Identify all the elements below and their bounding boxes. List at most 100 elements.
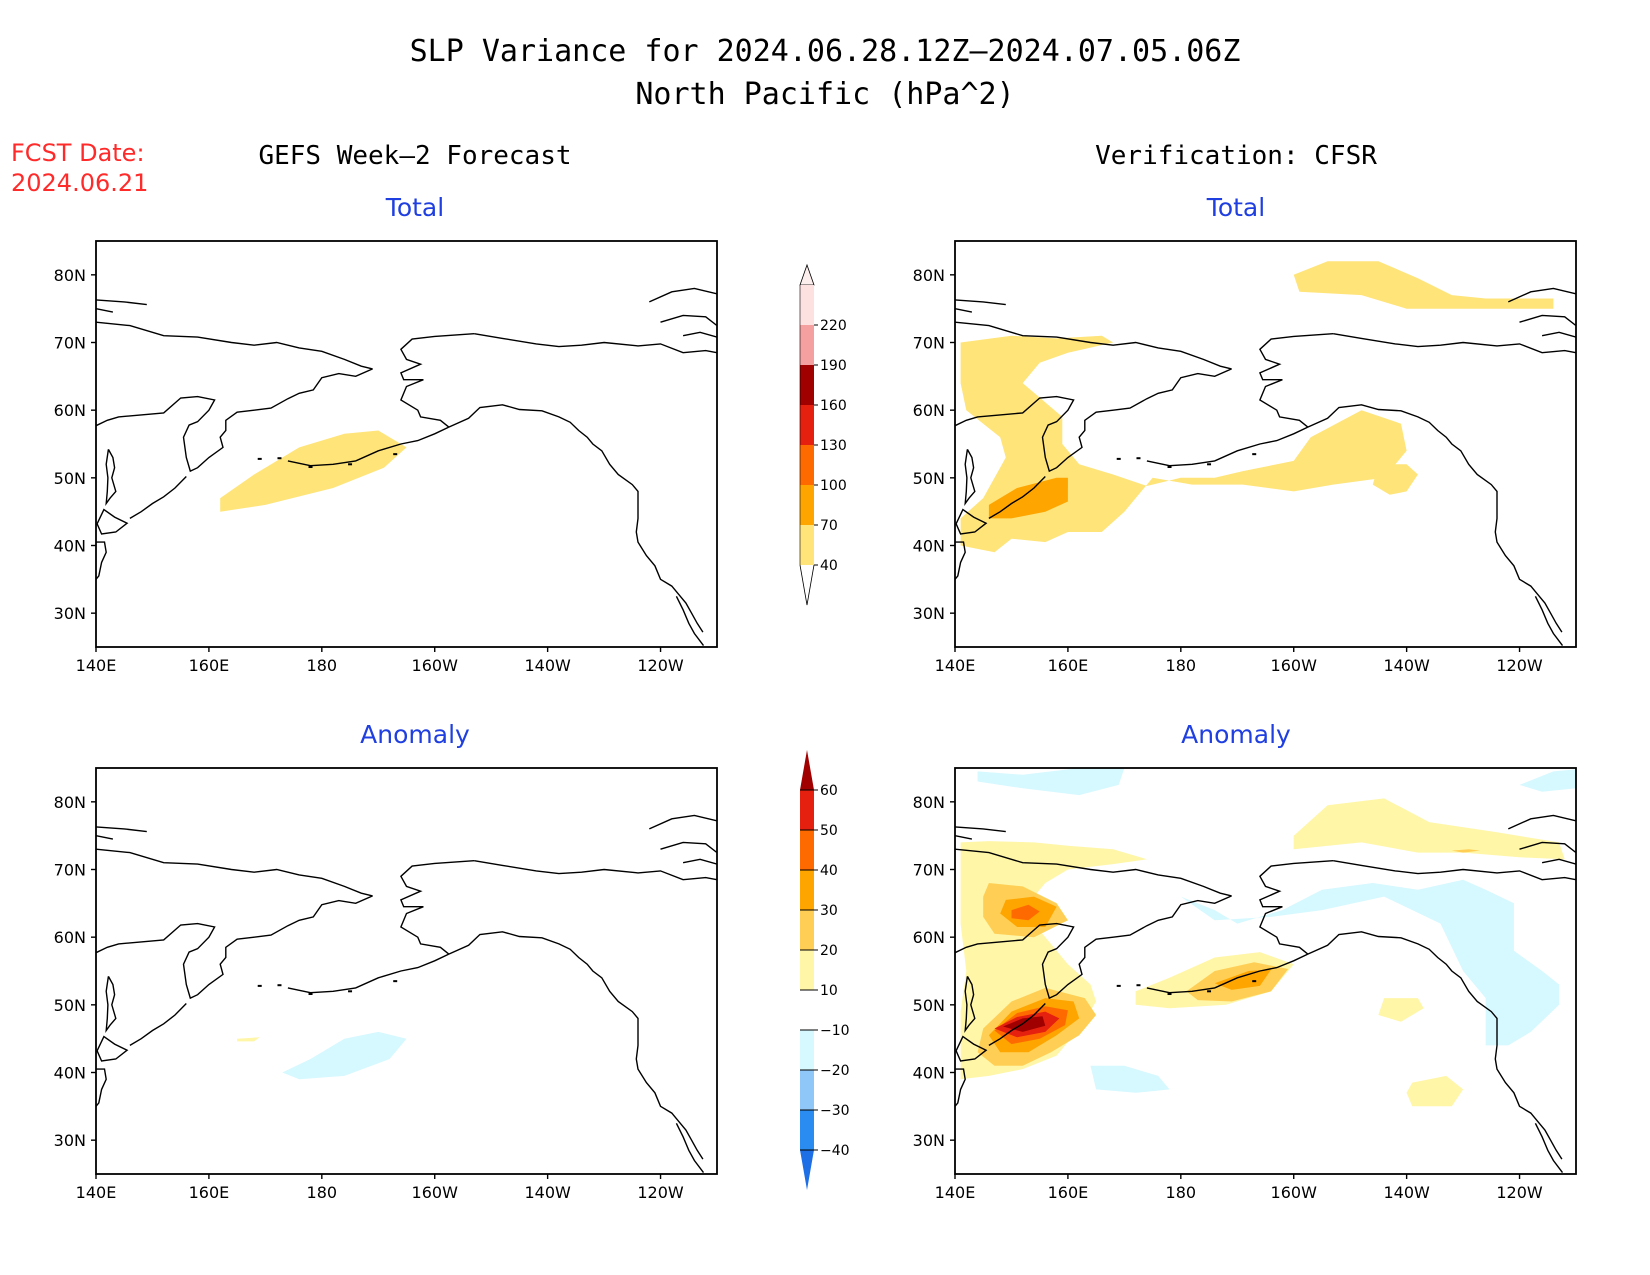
y-tick-label: 60N xyxy=(913,401,945,420)
contour-fill-15 xyxy=(1011,904,1040,921)
island-1 xyxy=(1167,993,1172,996)
coastline-8 xyxy=(1307,931,1563,1160)
contour-fill-7 xyxy=(1378,998,1424,1022)
y-tick-label: 80N xyxy=(913,266,945,285)
anomaly-colorbar-swatch xyxy=(800,910,814,950)
coastline-12 xyxy=(660,841,717,854)
coastline-9 xyxy=(1534,595,1564,647)
coastline-11 xyxy=(1508,287,1576,303)
island-3 xyxy=(1252,980,1257,983)
coastline-2 xyxy=(964,449,976,506)
coastline-6 xyxy=(1258,333,1334,428)
coastline-6 xyxy=(1258,860,1334,955)
cfsr-anomaly-map: 140E 160E 180 160W 140W 120W 30N 40N 50N 60N 70N 80… xyxy=(913,767,1577,1202)
coastline-2 xyxy=(964,976,976,1033)
contour-fill-0 xyxy=(960,335,1407,553)
x-tick-label: 160W xyxy=(1271,1183,1318,1202)
x-tick-label: 120W xyxy=(637,1183,684,1202)
contour-fill-5 xyxy=(1293,798,1565,860)
y-tick-label: 70N xyxy=(54,861,86,880)
anomaly-colorbar-label: 40 xyxy=(820,863,838,879)
total-colorbar-label: 40 xyxy=(820,558,838,574)
x-tick-label: 160E xyxy=(189,1183,230,1202)
island-4 xyxy=(257,984,262,987)
total-colorbar-label: 190 xyxy=(820,358,847,374)
x-tick-label: 160W xyxy=(1271,656,1318,675)
y-tick-label: 70N xyxy=(913,861,945,880)
x-tick-label: 120W xyxy=(1496,656,1543,675)
coastline-11 xyxy=(649,814,717,830)
island-0 xyxy=(1136,984,1141,987)
coastline-5 xyxy=(129,1003,187,1047)
coastline-6 xyxy=(399,860,475,955)
y-tick-label: 40N xyxy=(54,537,86,556)
anomaly-colorbar-swatch xyxy=(800,1030,814,1070)
contour-fill-3 xyxy=(988,477,1068,519)
island-0 xyxy=(277,457,282,460)
coastline-13 xyxy=(1541,858,1576,865)
coastline-7 xyxy=(1146,426,1309,467)
x-tick-label: 160E xyxy=(189,656,230,675)
island-4 xyxy=(1116,984,1121,987)
anomaly-colorbar-swatch xyxy=(800,950,814,990)
coastline-3 xyxy=(96,1035,129,1062)
y-tick-label: 60N xyxy=(913,928,945,947)
contour-fill-8 xyxy=(1406,1075,1464,1107)
anomaly-colorbar-swatch xyxy=(800,1110,814,1150)
coastline-14 xyxy=(955,826,1006,833)
gefs-total-subtitle: Total xyxy=(385,193,444,222)
anomaly-colorbar-label: 10 xyxy=(820,983,838,999)
coastline-2 xyxy=(105,449,117,506)
contour-fill-0 xyxy=(282,1031,407,1080)
y-tick-label: 40N xyxy=(913,1064,945,1083)
y-tick-label: 30N xyxy=(913,1131,945,1150)
contour-fill-14 xyxy=(1214,969,1272,990)
coastline-14 xyxy=(96,299,147,306)
map-frame xyxy=(95,240,718,648)
gefs-anomaly-map: 140E 160E 180 160W 140W 120W 30N 40N 50N 60N 70N 80… xyxy=(54,767,718,1202)
coastline-3 xyxy=(955,1035,988,1062)
contour-fill-18 xyxy=(1003,1016,1046,1032)
y-tick-label: 80N xyxy=(54,793,86,812)
island-1 xyxy=(308,993,313,996)
main-subtitle: North Pacific (hPa^2) xyxy=(635,77,1014,112)
coastline-14 xyxy=(955,299,1006,306)
y-tick-label: 70N xyxy=(913,334,945,353)
x-tick-label: 160E xyxy=(1048,1183,1089,1202)
x-tick-label: 140E xyxy=(76,1183,117,1202)
coastline-10 xyxy=(1333,860,1576,881)
total-colorbar-lower-arrow xyxy=(799,564,815,606)
coastline-12 xyxy=(1519,314,1576,327)
map-frame xyxy=(954,767,1577,1175)
x-tick-label: 140W xyxy=(1383,656,1430,675)
main-title: SLP Variance for 2024.06.28.12Z–2024.07.… xyxy=(410,34,1241,69)
anomaly-colorbar-upper-arrow xyxy=(800,750,814,790)
coastline-0 xyxy=(96,848,373,897)
total-colorbar-swatch xyxy=(800,325,814,365)
anomaly-colorbar-label: 50 xyxy=(820,823,838,839)
anomaly-colorbar-swatch xyxy=(800,830,814,870)
island-1 xyxy=(1167,466,1172,469)
y-tick-label: 80N xyxy=(54,266,86,285)
contour-fill-1 xyxy=(237,1037,260,1042)
total-colorbar-label: 130 xyxy=(820,438,847,454)
coastline-5 xyxy=(129,476,187,520)
coastline-1 xyxy=(96,368,373,473)
coastline-11 xyxy=(1508,814,1576,830)
coastline-4 xyxy=(96,541,107,580)
contour-fill-3 xyxy=(1090,1065,1170,1093)
coastline-13 xyxy=(682,858,717,865)
x-tick-label: 160E xyxy=(1048,656,1089,675)
y-tick-label: 40N xyxy=(54,1064,86,1083)
anomaly-colorbar-label: 20 xyxy=(820,943,838,959)
y-tick-label: 60N xyxy=(54,928,86,947)
total-colorbar: 40 70 100 130 160 190 220 xyxy=(799,263,847,606)
x-tick-label: 180 xyxy=(1166,656,1197,675)
fcst-label: FCST Date: xyxy=(11,139,145,167)
coastline-8 xyxy=(448,931,704,1160)
coastline-9 xyxy=(675,1122,705,1174)
x-tick-label: 140E xyxy=(76,656,117,675)
total-colorbar-swatch xyxy=(800,285,814,325)
contour-fill-1 xyxy=(1519,769,1576,792)
